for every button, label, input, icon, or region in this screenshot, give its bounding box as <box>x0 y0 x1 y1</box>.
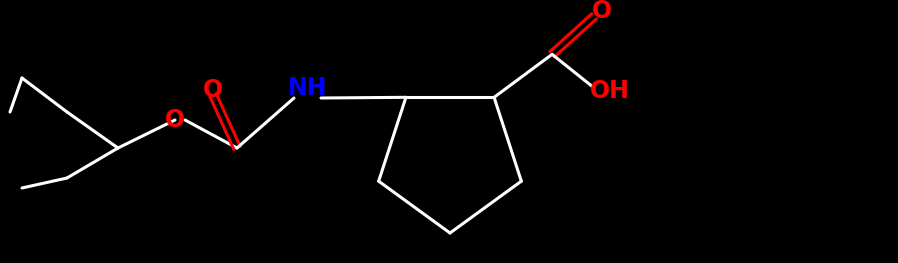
Text: NH: NH <box>288 76 328 100</box>
Text: OH: OH <box>590 79 630 103</box>
Text: O: O <box>592 0 612 23</box>
Text: O: O <box>165 108 185 132</box>
Text: O: O <box>203 78 223 102</box>
